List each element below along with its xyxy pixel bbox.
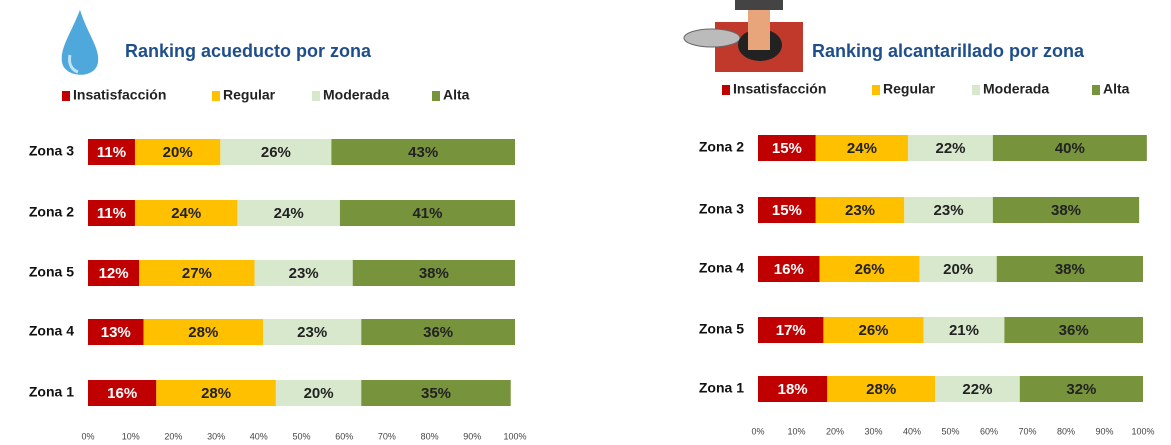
x-tick-label: 40% (250, 431, 268, 441)
legend-label: Moderada (323, 87, 389, 103)
value-label: 22% (962, 381, 992, 398)
category-label: Zona 4 (29, 323, 74, 339)
x-tick-label: 70% (1018, 426, 1036, 436)
x-tick-label: 100% (1131, 426, 1154, 436)
x-tick-label: 0% (81, 431, 94, 441)
legend-swatch (62, 91, 70, 101)
value-label: 28% (201, 385, 231, 402)
x-tick-label: 90% (1095, 426, 1113, 436)
x-tick-label: 50% (292, 431, 310, 441)
chart-title: Ranking acueducto por zona (125, 41, 372, 61)
x-tick-label: 40% (903, 426, 921, 436)
x-tick-label: 30% (207, 431, 225, 441)
value-label: 16% (774, 261, 804, 278)
legend-label: Moderada (983, 81, 1049, 97)
value-label: 22% (935, 140, 965, 157)
category-label: Zona 2 (29, 204, 74, 220)
value-label: 16% (107, 385, 137, 402)
value-label: 24% (171, 205, 201, 222)
category-label: Zona 1 (29, 384, 74, 400)
value-label: 26% (858, 322, 888, 339)
value-label: 24% (274, 205, 304, 222)
value-label: 15% (772, 140, 802, 157)
category-label: Zona 4 (699, 260, 744, 276)
value-label: 35% (421, 385, 451, 402)
legend-swatch (972, 85, 980, 95)
sewer-icon (684, 0, 803, 72)
value-label: 20% (163, 144, 193, 161)
x-tick-label: 70% (378, 431, 396, 441)
value-label: 23% (934, 202, 964, 219)
x-tick-label: 50% (941, 426, 959, 436)
value-label: 13% (101, 324, 131, 341)
value-label: 15% (772, 202, 802, 219)
legend-swatch (432, 91, 440, 101)
value-label: 23% (289, 265, 319, 282)
value-label: 36% (423, 324, 453, 341)
category-label: Zona 5 (699, 321, 744, 337)
legend-label: Insatisfacción (733, 81, 826, 97)
value-label: 36% (1059, 322, 1089, 339)
x-tick-label: 0% (751, 426, 764, 436)
value-label: 41% (412, 205, 442, 222)
value-label: 26% (261, 144, 291, 161)
value-label: 28% (188, 324, 218, 341)
value-label: 38% (1051, 202, 1081, 219)
value-label: 20% (304, 385, 334, 402)
value-label: 40% (1055, 140, 1085, 157)
value-label: 26% (855, 261, 885, 278)
value-label: 17% (776, 322, 806, 339)
category-label: Zona 5 (29, 264, 74, 280)
value-label: 11% (97, 205, 126, 222)
legend-swatch (1092, 85, 1100, 95)
value-label: 38% (1055, 261, 1085, 278)
x-tick-label: 60% (980, 426, 998, 436)
value-label: 23% (845, 202, 875, 219)
legend-swatch (722, 85, 730, 95)
legend-swatch (312, 91, 320, 101)
category-label: Zona 3 (699, 201, 744, 217)
legend-swatch (872, 85, 880, 95)
x-tick-label: 100% (503, 431, 526, 441)
x-tick-label: 30% (864, 426, 882, 436)
value-label: 21% (949, 322, 979, 339)
legend-label: Regular (223, 87, 276, 103)
water-drop-icon (62, 10, 98, 75)
x-tick-label: 10% (122, 431, 140, 441)
chart-title: Ranking alcantarillado por zona (812, 41, 1085, 61)
value-label: 43% (408, 144, 438, 161)
page: Ranking acueducto por zona Insatisfacción… (0, 0, 1171, 445)
x-tick-label: 90% (463, 431, 481, 441)
value-label: 18% (778, 381, 808, 398)
legend-label: Regular (883, 81, 936, 97)
value-label: 11% (97, 144, 126, 161)
x-tick-label: 10% (787, 426, 805, 436)
x-tick-label: 60% (335, 431, 353, 441)
x-tick-label: 20% (826, 426, 844, 436)
legend-swatch (212, 91, 220, 101)
category-label: Zona 1 (699, 380, 744, 396)
value-label: 24% (847, 140, 877, 157)
x-tick-label: 80% (1057, 426, 1075, 436)
legend-label: Alta (1103, 81, 1130, 97)
category-label: Zona 2 (699, 139, 744, 155)
value-label: 28% (866, 381, 896, 398)
x-tick-label: 20% (164, 431, 182, 441)
value-label: 38% (419, 265, 449, 282)
value-label: 23% (297, 324, 327, 341)
value-label: 32% (1066, 381, 1096, 398)
value-label: 20% (943, 261, 973, 278)
category-label: Zona 3 (29, 143, 74, 159)
legend-label: Insatisfacción (73, 87, 166, 103)
value-label: 12% (99, 265, 129, 282)
x-tick-label: 80% (421, 431, 439, 441)
value-label: 27% (182, 265, 212, 282)
legend-label: Alta (443, 87, 470, 103)
